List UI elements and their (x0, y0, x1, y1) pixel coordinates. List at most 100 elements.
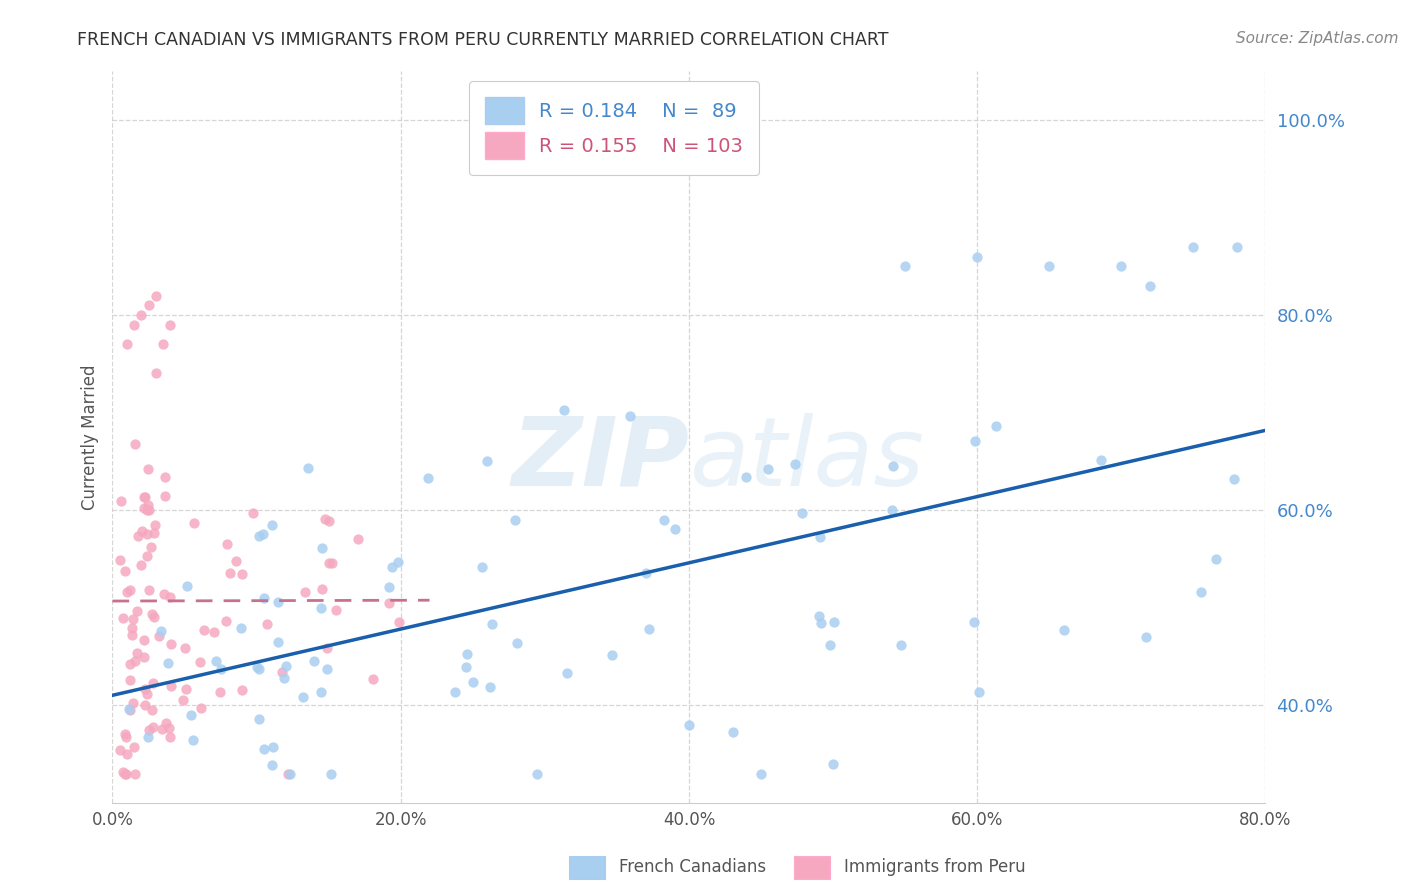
Point (120, 582, 142, 597)
Point (253, 591, 276, 606)
Point (479, 680, 502, 694)
Text: French Canadians: French Canadians (619, 858, 766, 876)
Point (125, 604, 148, 618)
Point (821, 756, 844, 771)
Point (277, 766, 299, 780)
Point (143, 517, 166, 532)
Point (318, 514, 340, 528)
Point (231, 621, 253, 635)
Point (1205, 551, 1227, 566)
Point (159, 730, 181, 744)
Point (180, 707, 202, 722)
Point (481, 617, 503, 632)
Point (138, 583, 160, 598)
Point (664, 522, 686, 536)
Point (526, 766, 548, 780)
Point (818, 638, 841, 652)
Point (471, 559, 494, 574)
Point (118, 703, 141, 717)
Point (157, 657, 180, 671)
Point (882, 459, 904, 474)
Point (134, 500, 156, 515)
Point (463, 675, 485, 690)
Point (418, 471, 440, 485)
Point (260, 758, 283, 772)
Point (314, 511, 336, 525)
Point (553, 403, 575, 417)
Point (247, 662, 270, 676)
Point (181, 733, 204, 747)
Point (150, 624, 173, 638)
Point (174, 641, 197, 656)
Point (135, 503, 157, 517)
Point (117, 702, 139, 716)
Point (114, 730, 136, 744)
Point (114, 727, 136, 741)
Point (321, 556, 343, 570)
Point (193, 623, 215, 637)
Point (208, 685, 231, 699)
Point (380, 559, 402, 574)
Point (963, 434, 986, 448)
Point (142, 720, 165, 734)
Point (112, 764, 135, 779)
Point (215, 537, 238, 551)
Point (347, 532, 370, 546)
Point (122, 318, 145, 332)
Y-axis label: Currently Married: Currently Married (80, 364, 98, 510)
Point (138, 723, 160, 737)
Point (134, 650, 156, 665)
Point (1090, 453, 1112, 467)
Point (108, 553, 131, 567)
Point (176, 579, 198, 593)
Point (174, 681, 197, 696)
Legend: R = 0.184    N =  89, R = 0.155    N = 103: R = 0.184 N = 89, R = 0.155 N = 103 (470, 81, 759, 175)
Point (131, 524, 153, 539)
Text: Immigrants from Peru: Immigrants from Peru (844, 858, 1025, 876)
Point (311, 582, 333, 596)
Point (1038, 260, 1060, 274)
Point (138, 498, 160, 512)
Point (143, 526, 166, 541)
Point (297, 461, 319, 475)
Point (132, 490, 155, 504)
Point (121, 628, 143, 642)
Point (157, 721, 180, 735)
Point (209, 662, 232, 676)
Point (114, 564, 136, 578)
Point (138, 731, 160, 745)
Point (304, 654, 326, 668)
Point (152, 722, 174, 736)
Point (783, 457, 806, 471)
Point (135, 687, 157, 701)
Point (267, 634, 290, 648)
Point (444, 685, 467, 699)
Point (454, 660, 477, 674)
Point (267, 595, 290, 609)
Point (1182, 240, 1205, 254)
Point (122, 696, 145, 710)
Point (142, 675, 165, 690)
Point (121, 612, 143, 626)
Point (321, 766, 343, 780)
Point (477, 453, 499, 467)
Point (114, 766, 136, 780)
Point (986, 419, 1008, 434)
Point (247, 528, 270, 542)
Point (619, 409, 641, 423)
Point (127, 646, 149, 660)
Point (141, 703, 163, 717)
Point (159, 318, 181, 332)
Point (636, 566, 658, 581)
Point (190, 701, 212, 715)
Point (148, 629, 170, 643)
Point (160, 637, 183, 651)
Point (808, 530, 831, 544)
Point (139, 540, 162, 554)
Point (291, 690, 314, 704)
Point (270, 665, 292, 680)
Point (138, 298, 160, 312)
Point (231, 567, 253, 582)
Point (309, 600, 332, 615)
Point (278, 766, 301, 780)
